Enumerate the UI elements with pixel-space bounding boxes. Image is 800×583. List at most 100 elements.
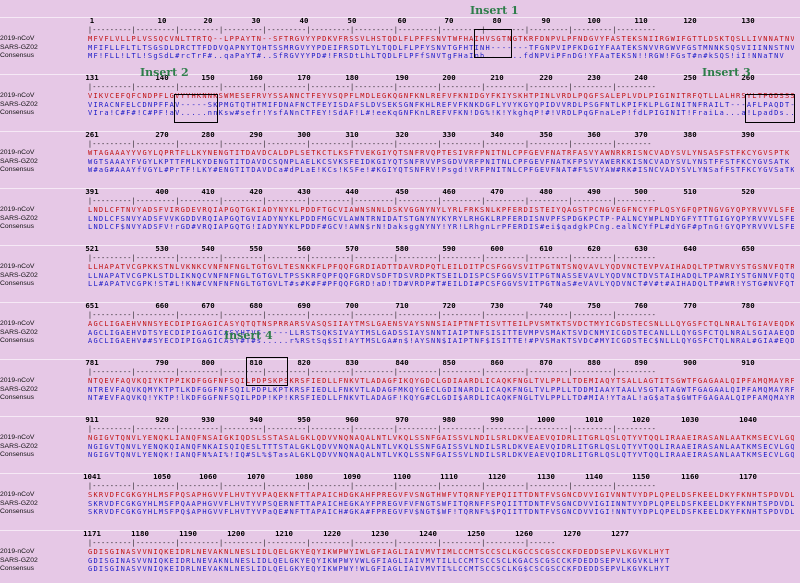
ruler-number: 590 [442,244,456,253]
ruler-number: 670 [201,301,215,310]
tick-marks: |---------|---------|---------|---------… [88,311,657,319]
sequence-text: SKRVDFCGKGYHLMSFPQSAPHGVVFLHVTYVPAQEKNFT… [88,491,794,499]
position-ruler: 521 530 540 550 560 570 580 590 600 610 620 630 640 6… [0,244,800,253]
ruler-number: 1010 [585,415,603,424]
ruler-number: 930 [201,415,215,424]
row-label: SARS-GZ02 [0,157,38,165]
ruler-number: 290 [249,130,263,139]
ruler-number: 350 [539,130,553,139]
ruler-number: 540 [201,244,215,253]
ruler-number: 640 [683,244,697,253]
sequence-text: SKRVDFCGKGYHLMSFPQ$APHGVVFLHVTYVPaQE#NFT… [88,508,794,516]
ruler-number: 770 [683,301,697,310]
block-separator [0,530,800,531]
ruler-number: 1080 [295,472,313,481]
sequence-text: LNDLCF$NVYADSFV!rGD#VRQIAPGQTG!IADYNYKLP… [88,223,794,231]
ruler-number: 950 [297,415,311,424]
ruler-number: 131 [85,73,99,82]
ruler-number: 1050 [153,472,171,481]
sequence-text: AGCLIGAEHV##SYECDIPIGAGICASY#T#s.....r%R… [88,337,794,345]
sequence-text: LNDLCFSNVYADSFVVKGDDVRQIAPGQTGVIADYNYKLP… [88,214,794,223]
ruler-number: 1171 [83,529,101,538]
row-label: SARS-GZ02 [0,328,38,336]
ruler-number: 911 [85,415,99,424]
ruler-number: 1020 [632,415,650,424]
sequence-text: GDISGINASVVNIQKEIDRLNEVAKNLNESLIDLQELGKY… [88,565,671,573]
ruler-number: 680 [249,301,263,310]
block-separator [0,473,800,474]
ruler-number: 1230 [371,529,389,538]
ruler-number: 450 [395,187,409,196]
row-label: 2019-nCoV [0,35,35,42]
ruler-number: 230 [587,73,601,82]
ruler-number: 1100 [393,472,411,481]
ruler-number: 420 [249,187,263,196]
ruler-number: 30 [251,16,261,25]
row-label: Consensus [0,166,35,173]
sequence-text: MFIFLLFLTLTSGSDLDRCTTFDDVQAPNYTQHTSSMRGV… [88,43,794,52]
sequence-text: MFVFLVLLPLVSSQCVNLTTRTQ--LPPAYTN--SFTRGV… [88,35,794,43]
block-separator [0,359,800,360]
insert-box [745,94,795,123]
tick-marks: |---------|---------|---------|---------… [88,482,657,490]
ruler-number: 650 [741,244,755,253]
ruler-number: 1110 [440,472,458,481]
ruler-number: 600 [490,244,504,253]
ruler-number: 280 [201,130,215,139]
insert-label: Insert 4 [224,329,273,342]
block-separator [0,188,800,189]
ruler-number: 900 [683,358,697,367]
tick-marks: |---------|---------|---------|---------… [88,368,657,376]
position-ruler: 261 270 280 290 300 310 320 330 340 350 360 370 380 3… [0,130,800,139]
block-separator [0,131,800,132]
tick-marks: |---------|---------|---------|---------… [88,425,657,433]
row-label: Consensus [0,280,35,287]
ruler-number: 830 [345,358,359,367]
row-label: 2019-nCoV [0,434,35,441]
ruler-number: 1060 [199,472,217,481]
ruler-number: 261 [85,130,99,139]
ruler-number: 1030 [681,415,699,424]
tick-marks: |---------|---------|---------|---------… [88,254,657,262]
ruler-number: 150 [201,73,215,82]
sequence-text: VIra!C#F#!C#PF!aV.....nnKsw#sefr!YsfANnC… [88,109,794,117]
ruler-number: 510 [683,187,697,196]
sequence-text: W#aG#AAAYfVGYL#PrTF!LKY#ENGTITDAVDCa#dPL… [88,166,794,174]
row-label: Consensus [0,451,35,458]
row-label: Consensus [0,508,35,515]
ruler-number: 1090 [343,472,361,481]
ruler-number: 190 [395,73,409,82]
insert-box [174,94,218,123]
ruler-number: 500 [634,187,648,196]
insert-box [246,357,288,386]
ruler-number: 710 [395,301,409,310]
tick-marks: |---------|---------|---------|---------… [88,83,657,91]
sequence-text: VIKVCEFQFCNDPFLGVYYHKNNKSWMESEFRVYSSANNC… [88,92,794,100]
row-label: 2019-nCoV [0,206,35,213]
ruler-number: 1270 [563,529,581,538]
ruler-number: 40 [299,16,309,25]
insert-label: Insert 1 [470,4,519,17]
ruler-number: 570 [345,244,359,253]
sequence-text: NGIGVTQNVLYENQKLIANQFNSAIGKIQDSLSSTASALG… [88,434,794,442]
sequence-text: MF!FLL!LTL!SgSdL#rcTrF#..qaPaYT#..SfRGVY… [88,52,785,60]
ruler-number: 960 [345,415,359,424]
ruler-number: 1277 [611,529,629,538]
row-label: SARS-GZ02 [0,442,38,450]
ruler-number: 1150 [632,472,650,481]
sequence-text: WGTSAAAYFVGYLKPTTFMLKYDENGTITDAVDCSQNPLA… [88,157,791,166]
sequence-text: NT#EVFAQVKQ!YKTP!lKDFGGFNFSQILPDP!KP!KRS… [88,394,794,402]
ruler-number: 800 [201,358,215,367]
position-ruler: 1171 1180 1190 1200 1210 1220 1230 1240 1250 1260… [0,529,800,538]
ruler-number: 70 [444,16,454,25]
ruler-number: 630 [634,244,648,253]
ruler-number: 470 [490,187,504,196]
ruler-number: 1260 [515,529,533,538]
row-label: SARS-GZ02 [0,556,38,564]
ruler-number: 530 [155,244,169,253]
ruler-number: 80 [492,16,502,25]
ruler-number: 840 [395,358,409,367]
ruler-number: 1 [89,16,95,25]
row-label: Consensus [0,109,35,116]
